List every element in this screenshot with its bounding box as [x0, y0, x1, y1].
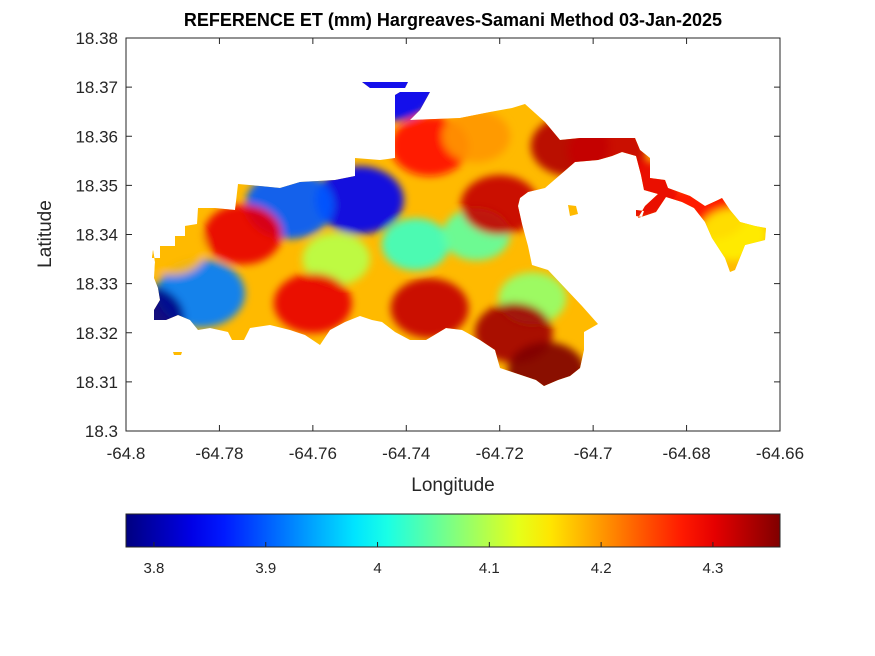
y-tick-label: 18.38 [75, 29, 118, 48]
y-tick-label: 18.3 [85, 422, 118, 441]
y-axis-label: Latitude [35, 200, 56, 268]
colorbar-tick-label: 3.8 [144, 560, 165, 577]
x-tick-label: -64.76 [289, 444, 337, 463]
x-axis-label: Longitude [411, 475, 494, 496]
y-tick-label: 18.34 [75, 226, 118, 245]
x-tick-label: -64.66 [756, 444, 804, 463]
y-tick-label: 18.37 [75, 78, 118, 97]
colorbar-tick-label: 4.3 [702, 560, 723, 577]
heat-blob [442, 110, 511, 163]
heat-blob [381, 218, 450, 271]
x-tick-label: -64.78 [195, 444, 243, 463]
x-tick-label: -64.72 [476, 444, 524, 463]
x-tick-label: -64.74 [382, 444, 430, 463]
colorbar-tick-label: 3.9 [255, 560, 276, 577]
x-tick-label: -64.68 [662, 444, 710, 463]
y-tick-label: 18.35 [75, 176, 118, 195]
y-tick-label: 18.33 [75, 275, 118, 294]
colorbar-tick-label: 4.2 [591, 560, 612, 577]
colorbar-tick-label: 4 [373, 560, 381, 577]
heat-blob [390, 278, 469, 339]
heat-blob [507, 342, 586, 386]
colorbar-tick-label: 4.1 [479, 560, 500, 577]
heat-blob [273, 273, 352, 334]
x-tick-label: -64.7 [574, 444, 613, 463]
colorbar [125, 513, 781, 548]
y-tick-label: 18.32 [75, 324, 118, 343]
y-tick-label: 18.31 [75, 373, 118, 392]
y-tick-label: 18.36 [75, 127, 118, 146]
heat-blob [302, 233, 371, 286]
chart-title: REFERENCE ET (mm) Hargreaves-Samani Meth… [184, 10, 722, 30]
x-tick-label: -64.8 [107, 444, 146, 463]
heat-blob [203, 204, 282, 265]
heat-blob [460, 175, 539, 236]
heat-blob [315, 166, 404, 235]
